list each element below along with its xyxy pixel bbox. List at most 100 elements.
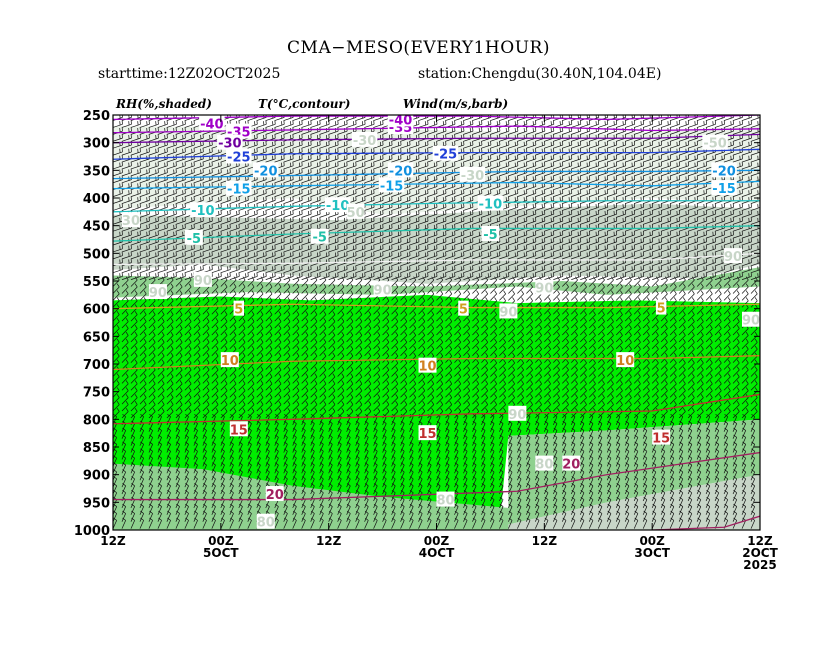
- wind-barb: [113, 230, 123, 239]
- wind-barb: [130, 462, 135, 474]
- wind-barb: [139, 434, 144, 446]
- barb-flag: [149, 517, 153, 521]
- barb-staff: [157, 179, 168, 184]
- barb-flag: [122, 517, 126, 521]
- barb-staff: [175, 328, 183, 336]
- barb-staff: [166, 513, 171, 522]
- barb-flag: [140, 517, 144, 521]
- barb-staff: [139, 485, 144, 495]
- wind-barb: [166, 217, 177, 225]
- wind-barb: [113, 161, 123, 170]
- wind-barb: [113, 324, 120, 336]
- wind-barb: [175, 161, 186, 170]
- wind-barb: [175, 134, 186, 142]
- barb-staff: [175, 348, 183, 356]
- wind-barb: [113, 345, 120, 356]
- barb-flag: [122, 455, 126, 459]
- barb-staff: [166, 404, 174, 412]
- barb-staff: [148, 179, 159, 184]
- barb-staff: [166, 279, 174, 287]
- barb-staff: [175, 335, 183, 343]
- wind-barb: [148, 441, 153, 453]
- wind-barb: [175, 189, 186, 197]
- barb-staff: [130, 321, 138, 329]
- barb-flag: [161, 401, 165, 405]
- barb-staff: [139, 369, 147, 377]
- wind-barb: [130, 510, 135, 522]
- barb-staff: [148, 342, 156, 350]
- barb-staff: [121, 193, 132, 197]
- wind-barb: [148, 510, 153, 522]
- wind-barb: [157, 380, 165, 391]
- barb-flag: [134, 380, 138, 385]
- barb-staff: [121, 335, 129, 343]
- barb-staff: [121, 172, 132, 177]
- wind-barb: [130, 407, 138, 419]
- wind-barb: [148, 352, 156, 363]
- wind-barb: [139, 448, 144, 460]
- barb-flag: [122, 510, 126, 514]
- wind-barb: [157, 168, 168, 177]
- barb-staff: [130, 430, 135, 439]
- barb-flag: [167, 462, 171, 466]
- barb-flag: [158, 462, 162, 466]
- wind-barb: [157, 469, 162, 481]
- barb-staff: [113, 286, 120, 294]
- barb-staff: [157, 335, 165, 343]
- barb-staff: [121, 355, 129, 363]
- barb-staff: [166, 520, 171, 529]
- barb-staff: [157, 172, 168, 177]
- barb-flag: [134, 387, 138, 391]
- barb-staff: [113, 321, 120, 329]
- wind-barb: [121, 517, 126, 529]
- barb-staff: [175, 172, 186, 177]
- barb-staff: [184, 144, 195, 149]
- barb-staff: [113, 444, 117, 453]
- barb-flag: [140, 427, 144, 431]
- barb-staff: [175, 423, 180, 432]
- barb-staff: [166, 478, 171, 488]
- barb-staff: [148, 321, 156, 329]
- wind-barb: [148, 324, 156, 336]
- barb-flag: [131, 413, 135, 417]
- barb-staff: [157, 321, 165, 329]
- barb-staff: [113, 241, 123, 246]
- barb-staff: [139, 193, 150, 197]
- barb-staff: [157, 416, 162, 426]
- barb-staff: [121, 269, 132, 274]
- barb-flag: [143, 276, 147, 281]
- barb-flag: [170, 318, 174, 322]
- wind-barb: [175, 244, 186, 253]
- wind-barb: [166, 387, 174, 398]
- barb-flag: [134, 311, 138, 315]
- wind-barb: [175, 373, 183, 384]
- barb-flag: [140, 455, 144, 459]
- barb-staff: [139, 471, 144, 481]
- wind-barb: [113, 297, 120, 308]
- barb-staff: [175, 165, 186, 170]
- barb-staff: [166, 451, 171, 460]
- barb-flag: [161, 331, 165, 336]
- barb-flag: [170, 297, 174, 302]
- wind-barb: [139, 251, 150, 260]
- barb-staff: [166, 293, 174, 301]
- barb-staff: [130, 411, 138, 419]
- barb-flag: [140, 441, 144, 445]
- barb-flag: [122, 469, 126, 473]
- barb-flag: [116, 311, 120, 315]
- wind-barb: [157, 462, 162, 474]
- barb-staff: [113, 355, 120, 363]
- wind-barb: [157, 134, 168, 142]
- barb-staff: [121, 158, 132, 163]
- wind-barb: [113, 407, 120, 419]
- barb-staff: [113, 513, 117, 522]
- wind-barb: [175, 469, 180, 481]
- barb-flag: [167, 476, 171, 480]
- wind-barb: [157, 120, 168, 128]
- wind-barb: [130, 387, 138, 398]
- barb-staff: [121, 321, 129, 329]
- barb-staff: [121, 314, 129, 322]
- barb-staff: [121, 404, 129, 412]
- barb-flag: [161, 407, 165, 412]
- wind-barb: [148, 168, 159, 177]
